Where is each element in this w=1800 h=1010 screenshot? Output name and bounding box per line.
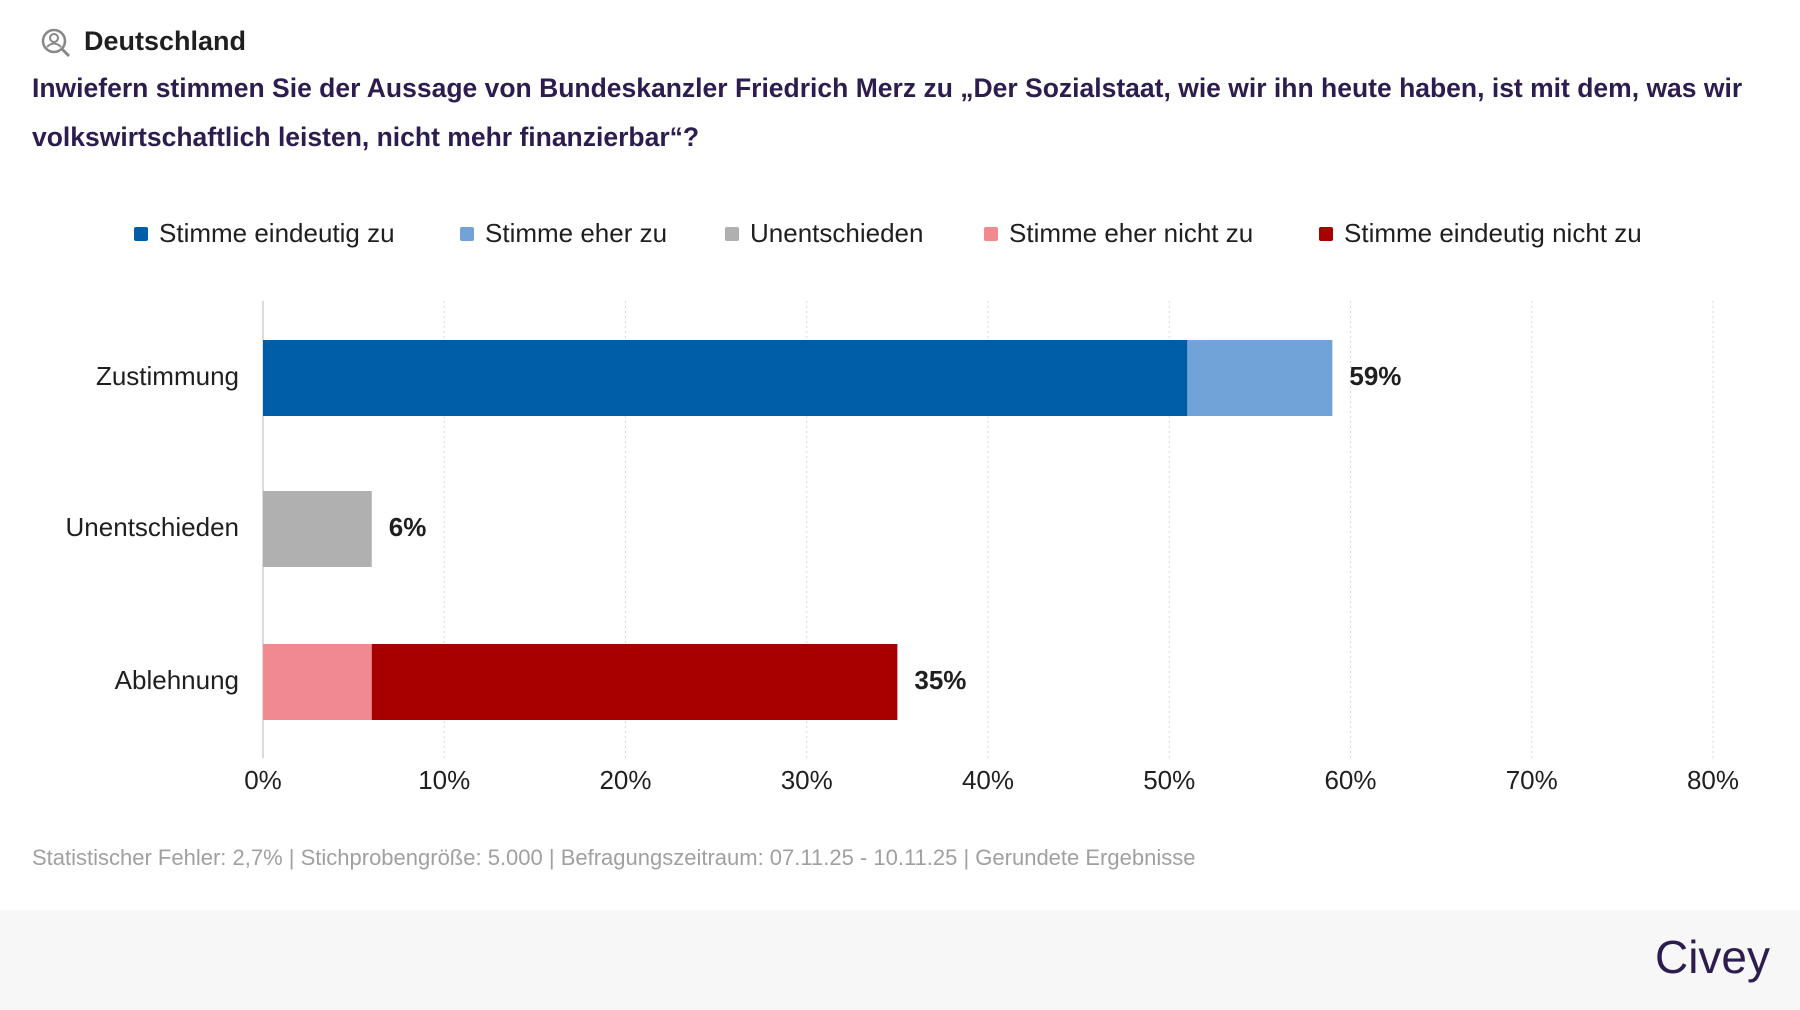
chart-title: Inwiefern stimmen Sie der Aussage von Bu… bbox=[32, 73, 1743, 152]
x-tick-label: 80% bbox=[1687, 765, 1739, 795]
legend-swatch bbox=[460, 227, 474, 241]
bar-segment bbox=[263, 491, 372, 567]
y-tick-label: Unentschieden bbox=[66, 512, 239, 542]
legend-label: Stimme eher nicht zu bbox=[1009, 218, 1253, 248]
x-tick-label: 50% bbox=[1143, 765, 1195, 795]
x-tick-label: 70% bbox=[1506, 765, 1558, 795]
bar-segment bbox=[1187, 340, 1333, 416]
y-tick-label: Ablehnung bbox=[115, 665, 239, 695]
x-tick-label: 10% bbox=[418, 765, 470, 795]
y-tick-label: Zustimmung bbox=[96, 361, 239, 391]
total-label: 59% bbox=[1349, 361, 1401, 391]
legend-swatch bbox=[984, 227, 998, 241]
legend-label: Stimme eindeutig zu bbox=[159, 218, 395, 248]
x-tick-label: 60% bbox=[1324, 765, 1376, 795]
footnote: Statistischer Fehler: 2,7% | Stichproben… bbox=[32, 845, 1196, 870]
legend-swatch bbox=[725, 227, 739, 241]
x-tick-label: 40% bbox=[962, 765, 1014, 795]
legend-swatch bbox=[1319, 227, 1333, 241]
bar-segment bbox=[371, 644, 898, 720]
total-label: 35% bbox=[914, 665, 966, 695]
bar-segment bbox=[263, 340, 1188, 416]
x-tick-label: 0% bbox=[244, 765, 282, 795]
legend-swatch bbox=[134, 227, 148, 241]
chart: Stimme eindeutig zu Stimme eher zu Unentsc… bbox=[66, 218, 1739, 795]
bar-segment bbox=[263, 644, 372, 720]
legend-label: Stimme eher zu bbox=[485, 218, 667, 248]
total-label: 6% bbox=[389, 512, 427, 542]
brand-logo: Civey bbox=[1654, 931, 1770, 983]
legend-label: Unentschieden bbox=[750, 218, 923, 248]
region: Deutschland bbox=[84, 26, 247, 56]
legend-label: Stimme eindeutig nicht zu bbox=[1344, 218, 1642, 248]
x-tick-label: 20% bbox=[599, 765, 651, 795]
region-icon bbox=[41, 28, 71, 58]
x-tick-label: 30% bbox=[781, 765, 833, 795]
footer-band bbox=[0, 910, 1800, 1010]
